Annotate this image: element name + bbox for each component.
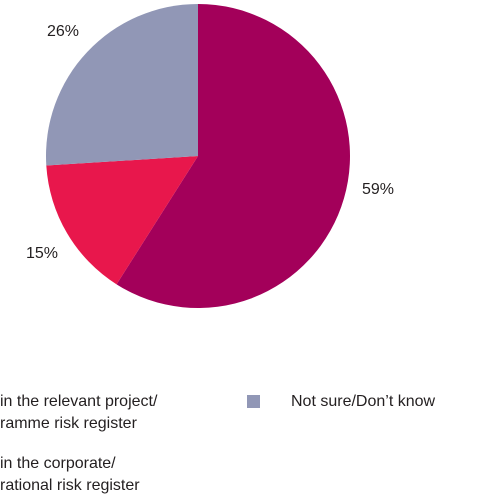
slice-label-corporate-register: 15% xyxy=(26,245,59,262)
slice-label-not-sure: 26% xyxy=(47,23,80,40)
legend-label-not-sure: Not sure/Don’t know xyxy=(291,393,436,410)
pie-slice-project-register xyxy=(116,4,351,309)
legend-swatch-not-sure xyxy=(247,395,260,408)
pie-chart xyxy=(46,4,351,309)
pie-slice-corporate-register xyxy=(46,156,198,285)
legend-label-corporate-register: in the corporate/ rational risk register xyxy=(0,455,140,494)
legend-label-project-register: in the relevant project/ ramme risk regi… xyxy=(0,393,158,432)
slice-label-project-register: 59% xyxy=(362,181,395,198)
pie-slice-not-sure xyxy=(46,4,198,166)
